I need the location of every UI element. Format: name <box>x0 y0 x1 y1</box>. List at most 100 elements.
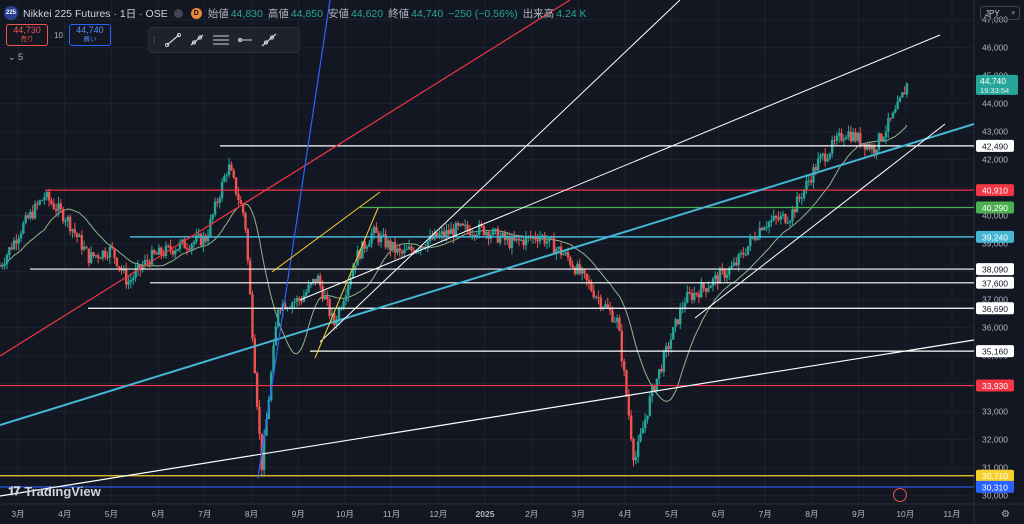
candle-body <box>842 139 846 141</box>
sell-label: 売り <box>20 36 34 43</box>
candle-body <box>389 240 392 250</box>
candle-body <box>195 235 198 242</box>
candle-body <box>485 232 488 235</box>
candle-body <box>478 223 481 235</box>
candle-body <box>361 241 364 259</box>
candle-body <box>447 230 451 235</box>
level-tag <box>976 184 1014 197</box>
candle-body <box>449 228 453 235</box>
data-badge-icon: D <box>190 7 202 19</box>
drag-handle-icon[interactable]: ⁞ <box>153 35 156 45</box>
candle-body <box>870 145 874 150</box>
trend-line-tool-icon[interactable] <box>161 30 185 50</box>
symbol-title[interactable]: Nikkei 225 Futures · 1日 · OSE <box>23 7 168 20</box>
candle-body <box>398 248 401 252</box>
ray-tool-icon[interactable] <box>185 30 209 50</box>
candle-body <box>265 418 268 436</box>
time-tick: 10月 <box>896 509 914 519</box>
ohlc-key: 終値 <box>388 7 410 20</box>
moving-average-line <box>0 124 908 402</box>
candle-body <box>786 222 789 224</box>
level-tag <box>976 302 1014 315</box>
candle-body <box>410 246 413 250</box>
extended-line-tool-icon[interactable] <box>257 30 281 50</box>
candle-body <box>307 284 310 293</box>
candle-body <box>370 233 373 244</box>
candle-body <box>463 224 467 226</box>
buy-button[interactable]: 44,740 買い <box>68 24 111 46</box>
candle-body <box>167 245 170 247</box>
candle-body <box>840 133 843 141</box>
candle-body <box>501 232 504 237</box>
time-tick: 4月 <box>58 509 71 519</box>
candle-body <box>552 238 556 254</box>
candle-body <box>101 250 105 259</box>
candle-body <box>78 235 81 238</box>
candle-body <box>756 238 759 240</box>
candle-body <box>47 191 51 201</box>
trend-line <box>314 207 379 359</box>
level-label: 36,690 <box>982 304 1008 314</box>
alert-icon[interactable] <box>893 488 907 502</box>
price-tick: 31,000 <box>982 463 1008 473</box>
candle-body <box>487 232 490 239</box>
indicators-toggle[interactable]: ⌄ 5 <box>8 52 23 63</box>
candle-body <box>492 228 495 235</box>
candle-body <box>314 278 317 283</box>
ohlc-key: 安値 <box>327 7 349 20</box>
candle-body <box>749 237 752 247</box>
candle-body <box>702 283 705 289</box>
candle-body <box>31 211 34 219</box>
quantity[interactable]: 10 <box>54 30 63 40</box>
candle-body <box>153 250 156 254</box>
candle-body <box>695 292 698 294</box>
candle-body <box>613 321 616 323</box>
horizontal-ray-tool-icon[interactable] <box>233 30 257 50</box>
candle-body <box>337 308 341 322</box>
candle-body <box>111 246 114 248</box>
candle-body <box>889 117 892 119</box>
candle-body <box>791 209 794 222</box>
candle-body <box>833 140 836 142</box>
candle-body <box>300 300 303 302</box>
time-tick: 7月 <box>198 509 211 519</box>
time-tick: 2月 <box>525 509 538 519</box>
candle-body <box>143 260 147 266</box>
currency-select[interactable]: JPY <box>980 6 1020 20</box>
candle-body <box>470 234 474 236</box>
ohlc-key: 出来高 <box>522 7 555 20</box>
candle-body <box>344 295 348 302</box>
candle-body <box>190 244 193 250</box>
candle-body <box>725 274 729 279</box>
candle-body <box>873 145 876 154</box>
candle-body <box>113 247 116 258</box>
candle-body <box>43 197 46 201</box>
sell-button[interactable]: 44,730 売り <box>6 24 48 46</box>
candle-body <box>543 235 546 244</box>
candle-body <box>611 310 614 322</box>
candle-body <box>356 250 359 266</box>
candle-body <box>132 278 135 281</box>
candle-body <box>199 233 203 246</box>
candle-body <box>38 200 41 205</box>
candle-body <box>442 231 446 237</box>
candle-body <box>693 292 696 300</box>
candle-body <box>232 170 235 178</box>
level-label: 33,930 <box>982 381 1008 391</box>
candle-body <box>321 285 324 300</box>
time-tick: 5月 <box>665 509 678 519</box>
candle-body <box>8 247 11 255</box>
parallel-channel-tool-icon[interactable] <box>209 30 233 50</box>
candle-body <box>665 346 668 352</box>
gear-icon[interactable]: ⚙ <box>1001 509 1010 520</box>
candle-body <box>877 133 881 150</box>
candle-body <box>435 232 439 238</box>
trend-line <box>319 0 681 343</box>
candle-body <box>160 247 163 255</box>
candle-body <box>807 180 811 182</box>
candle-body <box>5 254 9 264</box>
candle-body <box>375 227 378 233</box>
candle-body <box>573 267 577 274</box>
